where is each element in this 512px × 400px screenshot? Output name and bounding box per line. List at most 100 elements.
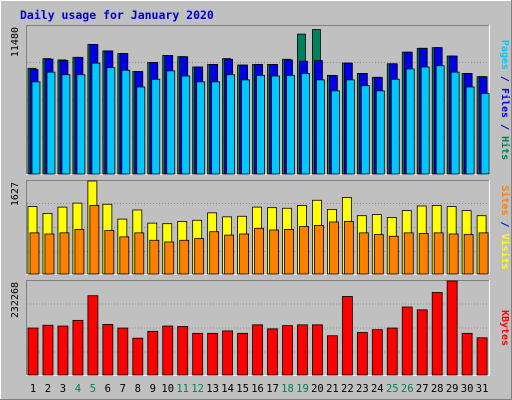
pages-bar-day-28 bbox=[435, 65, 445, 175]
sites-bar-day-31 bbox=[478, 232, 489, 275]
kbytes-bar-day-26 bbox=[401, 306, 413, 376]
kbytes-bar-day-10 bbox=[162, 325, 174, 376]
sites-bar-day-28 bbox=[433, 232, 444, 275]
day-label-8: 8 bbox=[135, 383, 141, 395]
legend-kbytes: KBytes bbox=[499, 310, 510, 346]
sites-bar-day-26 bbox=[403, 232, 414, 275]
pages-bar-day-17 bbox=[271, 75, 280, 175]
kbytes-bar-day-11 bbox=[177, 326, 189, 376]
day-label-23: 23 bbox=[356, 383, 369, 395]
sites-bar-day-5 bbox=[89, 205, 100, 275]
pages-bar-day-8 bbox=[136, 86, 146, 175]
legend-separator: / bbox=[499, 70, 510, 88]
kbytes-bar-day-4 bbox=[72, 319, 84, 376]
day-label-4: 4 bbox=[75, 383, 81, 395]
day-label-31: 31 bbox=[476, 383, 489, 395]
sites-bar-day-27 bbox=[418, 233, 429, 275]
kbytes-bar-day-18 bbox=[282, 325, 293, 376]
sites-bar-day-9 bbox=[149, 239, 160, 275]
day-label-6: 6 bbox=[105, 383, 111, 395]
sites-bar-day-8 bbox=[134, 232, 145, 275]
sites-bar-day-6 bbox=[104, 230, 115, 275]
day-label-10: 10 bbox=[161, 383, 174, 395]
pages-bar-day-12 bbox=[196, 81, 206, 175]
pages-bar-day-6 bbox=[106, 67, 116, 175]
day-label-16: 16 bbox=[251, 383, 264, 395]
kbytes-bar-day-14 bbox=[222, 330, 234, 376]
pages-bar-day-19 bbox=[301, 73, 310, 175]
pages-bar-day-16 bbox=[256, 74, 265, 175]
day-label-25: 25 bbox=[386, 383, 399, 395]
kbytes-bar-day-31 bbox=[476, 337, 488, 376]
chart-title: Daily usage for January 2020 bbox=[20, 8, 214, 22]
sites-bar-day-30 bbox=[463, 234, 474, 275]
pages-bar-day-24 bbox=[375, 90, 385, 175]
day-label-22: 22 bbox=[341, 383, 354, 395]
day-label-18: 18 bbox=[281, 383, 294, 395]
kbytes-bar-day-28 bbox=[431, 292, 443, 376]
pages-bar-day-9 bbox=[151, 78, 161, 175]
sites-bar-day-24 bbox=[373, 234, 384, 275]
sites-bar-day-3 bbox=[59, 232, 70, 275]
pages-bar-day-15 bbox=[241, 79, 250, 175]
pages-bar-day-22 bbox=[345, 79, 355, 175]
panel-0: 11480 Pages / Files / Hits bbox=[10, 25, 511, 175]
legend-sites: Sites bbox=[499, 185, 511, 215]
sites-bar-day-4 bbox=[74, 229, 85, 275]
kbytes-bar-day-29 bbox=[446, 280, 458, 376]
sites-bar-day-11 bbox=[179, 239, 190, 275]
pages-bar-day-1 bbox=[31, 81, 41, 175]
pages-bar-day-14 bbox=[226, 74, 236, 175]
legend-pages: Pages bbox=[499, 40, 510, 70]
kbytes-bar-day-20 bbox=[312, 324, 323, 376]
panel-1: 1627 Sites / Visits bbox=[10, 180, 511, 275]
day-label-15: 15 bbox=[236, 383, 249, 395]
day-label-20: 20 bbox=[311, 383, 324, 395]
kbytes-bar-day-8 bbox=[132, 337, 144, 376]
sites-bar-day-1 bbox=[29, 232, 40, 275]
kbytes-bar-day-7 bbox=[117, 327, 129, 376]
day-label-9: 9 bbox=[150, 383, 156, 395]
kbytes-bar-day-21 bbox=[326, 335, 338, 376]
kbytes-bar-day-3 bbox=[57, 325, 69, 376]
sites-bar-day-23 bbox=[358, 232, 369, 275]
kbytes-bar-day-30 bbox=[461, 332, 473, 376]
day-label-27: 27 bbox=[416, 383, 429, 395]
pages-bar-day-21 bbox=[330, 90, 340, 175]
panel-2: 232268 KBytes bbox=[10, 280, 510, 376]
sites-bar-day-14 bbox=[224, 234, 235, 275]
pages-bar-day-5 bbox=[91, 62, 101, 175]
sites-bar-day-21 bbox=[328, 221, 339, 275]
kbytes-bar-day-16 bbox=[252, 324, 263, 376]
day-label-12: 12 bbox=[191, 383, 204, 395]
day-label-17: 17 bbox=[266, 383, 279, 395]
day-label-14: 14 bbox=[221, 383, 234, 395]
panel-2-ymax-label: 232268 bbox=[10, 282, 21, 318]
kbytes-bar-day-9 bbox=[147, 330, 159, 376]
legend-hits: Hits bbox=[499, 136, 511, 160]
legend-visits: Visits bbox=[499, 234, 511, 270]
kbytes-bar-day-12 bbox=[192, 332, 204, 376]
kbytes-bar-day-23 bbox=[356, 332, 368, 376]
legend-files: Files bbox=[499, 88, 511, 118]
sites-bar-day-12 bbox=[194, 238, 205, 275]
sites-bar-day-25 bbox=[388, 235, 399, 275]
pages-bar-day-18 bbox=[286, 74, 295, 175]
day-label-26: 26 bbox=[401, 383, 414, 395]
legend-separator: / bbox=[499, 118, 510, 136]
pages-bar-day-4 bbox=[76, 74, 86, 175]
pages-bar-day-23 bbox=[360, 85, 370, 175]
day-label-2: 2 bbox=[45, 383, 51, 395]
sites-bar-day-16 bbox=[254, 227, 264, 275]
pages-bar-day-7 bbox=[121, 69, 131, 175]
day-label-11: 11 bbox=[176, 383, 189, 395]
day-label-1: 1 bbox=[30, 383, 36, 395]
pages-bar-day-27 bbox=[420, 66, 430, 175]
pages-bar-day-26 bbox=[405, 68, 415, 175]
kbytes-bar-day-17 bbox=[267, 328, 278, 376]
panel-0-ymax-label: 11480 bbox=[10, 27, 21, 57]
pages-bar-day-20 bbox=[316, 79, 325, 175]
pages-bar-day-25 bbox=[390, 78, 400, 175]
sites-bar-day-13 bbox=[209, 231, 220, 275]
day-label-3: 3 bbox=[60, 383, 66, 395]
